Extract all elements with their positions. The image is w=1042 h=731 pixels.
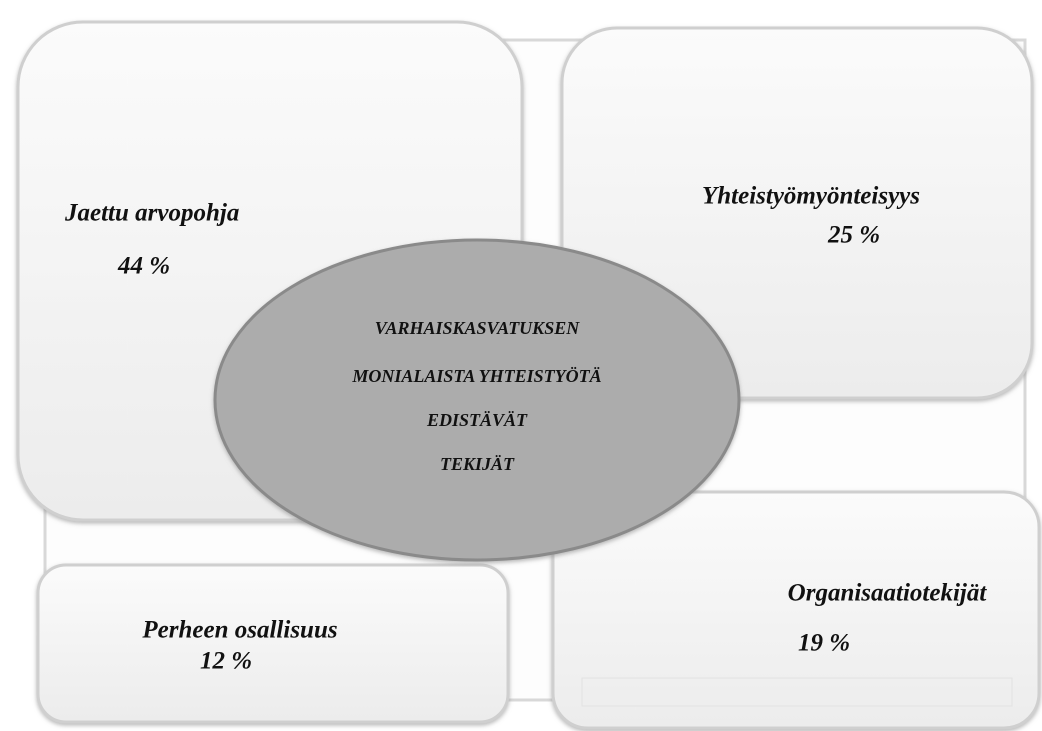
center-ellipse [213,238,741,562]
node-label: Perheen osallisuus [141,617,337,644]
center-text: VARHAISKASVATUKSEN [375,318,580,338]
node-label: Yhteistyömyönteisyys [702,183,920,210]
node-label: Jaettu arvopohja [64,200,239,227]
inner-frame [581,677,1013,707]
box [551,490,1041,730]
node-label: Organisaatiotekijät [788,580,988,607]
center-text: TEKIJÄT [440,454,515,474]
node-share: 19 % [798,630,850,657]
node-share: 25 % [827,222,880,249]
node-share: 44 % [117,253,170,280]
center-text: MONIALAISTA YHTEISTYÖTÄ [351,366,601,386]
box [36,563,510,724]
node-share: 12 % [200,648,252,675]
center-text: EDISTÄVÄT [426,410,528,430]
